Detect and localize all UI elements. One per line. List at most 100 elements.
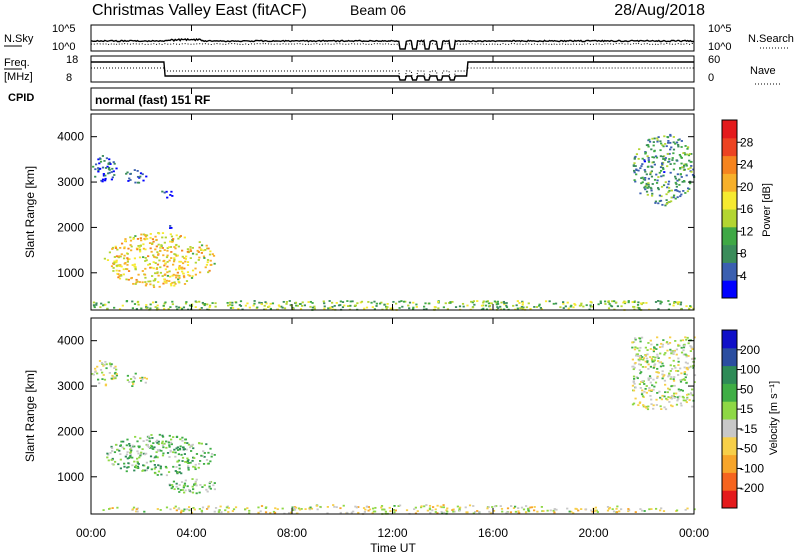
heatmap-cell — [680, 404, 683, 407]
heatmap-cell — [553, 508, 557, 511]
heatmap-cell — [246, 302, 249, 305]
heatmap-cell — [640, 165, 643, 167]
heatmap-cell — [675, 392, 678, 395]
heatmap-cell — [669, 171, 672, 174]
heatmap-cell — [132, 383, 135, 385]
heatmap-cell — [666, 153, 670, 155]
heatmap-cell — [643, 383, 646, 385]
heatmap-cell — [466, 304, 469, 307]
heatmap-cell — [313, 307, 316, 310]
heatmap-cell — [656, 336, 659, 339]
heatmap-cell — [108, 251, 112, 254]
heatmap-cell — [208, 486, 211, 489]
heatmap-cell — [669, 364, 672, 367]
heatmap-cell — [664, 391, 667, 394]
heatmap-cell — [666, 391, 669, 394]
heatmap-cell — [208, 481, 212, 483]
heatmap-cell — [690, 160, 693, 163]
heatmap-cell — [186, 250, 189, 253]
colorbar-swatch — [722, 490, 737, 509]
heatmap-cell — [688, 153, 692, 155]
heatmap-cell — [181, 262, 185, 265]
heatmap-cell — [389, 510, 392, 513]
heatmap-cell — [618, 510, 621, 513]
heatmap-cell — [653, 363, 657, 366]
heatmap-cell — [185, 448, 188, 451]
heatmap-cell — [191, 269, 195, 272]
heatmap-cell — [646, 360, 649, 363]
heatmap-cell — [137, 463, 140, 465]
heatmap-cell — [414, 512, 418, 515]
heatmap-cell — [597, 303, 600, 306]
heatmap-cell — [670, 146, 673, 149]
heatmap-cell — [542, 510, 545, 512]
heatmap-cell — [129, 236, 132, 239]
heatmap-cell — [643, 510, 646, 512]
heatmap-cell — [169, 275, 172, 278]
heatmap-cell — [144, 284, 148, 287]
heatmap-cell — [111, 167, 114, 170]
heatmap-cell — [655, 156, 659, 159]
heatmap-cell — [164, 465, 168, 468]
heatmap-cell — [166, 249, 169, 252]
power-colorbar-tick-3: 16 — [740, 202, 754, 216]
heatmap-cell — [103, 363, 106, 366]
heatmap-cell — [685, 305, 688, 308]
heatmap-cell — [681, 378, 684, 381]
heatmap-cell — [156, 474, 159, 476]
heatmap-cell — [181, 489, 184, 491]
heatmap-cell — [646, 349, 649, 351]
heatmap-cell — [198, 508, 201, 510]
heatmap-cell — [682, 180, 686, 182]
heatmap-cell — [157, 440, 160, 443]
heatmap-cell — [176, 254, 179, 257]
heatmap-cell — [670, 200, 673, 203]
heatmap-cell — [130, 245, 133, 248]
heatmap-cell — [163, 259, 166, 262]
colorbar-swatch — [722, 173, 737, 192]
heatmap-cell — [393, 511, 396, 514]
heatmap-cell — [169, 194, 172, 196]
heatmap-cell — [662, 155, 666, 158]
heatmap-cell — [131, 508, 134, 511]
heatmap-cell — [588, 308, 591, 311]
heatmap-cell — [631, 358, 634, 361]
heatmap-cell — [506, 507, 510, 510]
heatmap-cell — [690, 170, 693, 173]
heatmap-cell — [112, 267, 115, 269]
heatmap-cell — [482, 304, 485, 307]
heatmap-cell — [647, 177, 651, 180]
heatmap-cell — [198, 241, 201, 244]
power-y-tick-label-3: 4000 — [57, 130, 84, 144]
heatmap-cell — [213, 488, 217, 491]
heatmap-cell — [200, 307, 203, 309]
heatmap-cell — [142, 256, 145, 259]
heatmap-cell — [147, 255, 150, 258]
heatmap-cell — [166, 274, 169, 277]
heatmap-cell — [639, 372, 642, 375]
heatmap-cell — [149, 233, 152, 235]
heatmap-cell — [684, 336, 687, 339]
heatmap-cell — [207, 462, 210, 465]
heatmap-cell — [428, 504, 432, 507]
heatmap-cell — [663, 374, 666, 376]
heatmap-cell — [639, 358, 643, 360]
heatmap-cell — [120, 274, 123, 277]
heatmap-cell — [183, 236, 186, 239]
heatmap-cell — [101, 378, 104, 381]
heatmap-cell — [97, 378, 100, 381]
cpid-text: normal (fast) 151 RF — [95, 93, 210, 107]
heatmap-cell — [166, 260, 169, 263]
heatmap-cell — [184, 489, 187, 492]
colorbar-swatch — [722, 137, 737, 157]
heatmap-cell — [117, 276, 120, 279]
heatmap-cell — [631, 346, 634, 349]
heatmap-cell — [114, 245, 117, 248]
heatmap-cell — [632, 368, 635, 371]
heatmap-cell — [178, 236, 182, 238]
heatmap-cell — [652, 156, 656, 159]
heatmap-cell — [210, 453, 214, 455]
heatmap-cell — [106, 259, 110, 261]
beam-title: Beam 06 — [350, 2, 406, 18]
heatmap-cell — [152, 240, 155, 243]
